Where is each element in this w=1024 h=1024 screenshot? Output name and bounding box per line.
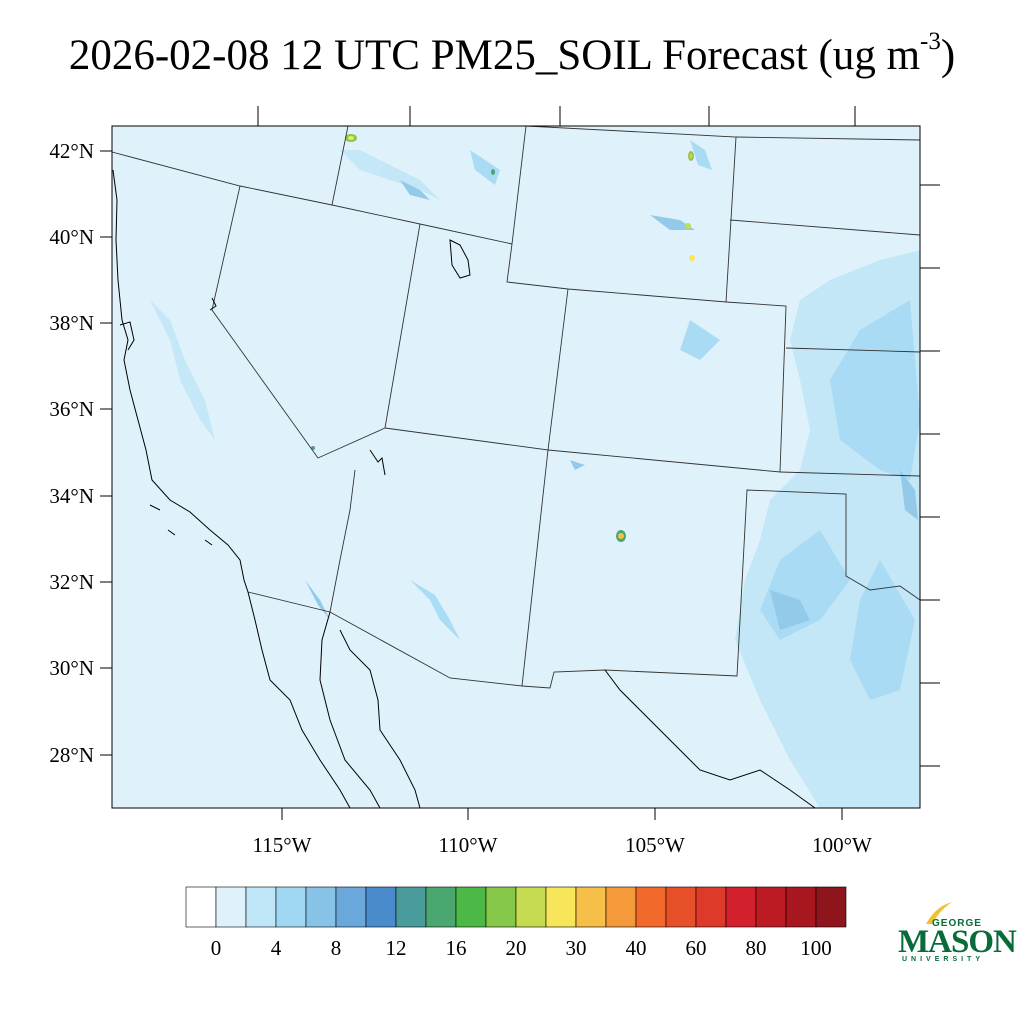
logo-line2: MASON — [898, 924, 1017, 960]
colorbar-tick-label: 12 — [386, 936, 407, 960]
colorbar-swatch — [425, 886, 457, 928]
colorbar-swatch — [275, 886, 307, 928]
colorbar-swatch — [545, 886, 577, 928]
lon-label: 110°W — [439, 833, 498, 857]
colorbar-swatch — [755, 886, 787, 928]
map-frame — [111, 125, 921, 809]
colorbar-swatch — [215, 886, 247, 928]
colorbar-swatch — [635, 886, 667, 928]
colorbar-swatch — [245, 886, 277, 928]
lon-label: 115°W — [253, 833, 312, 857]
logo-swoosh-icon — [926, 902, 952, 924]
colorbar-swatch — [575, 886, 607, 928]
colorbar-swatch — [725, 886, 757, 928]
colorbar-swatch — [185, 886, 217, 928]
colorbar-swatch — [455, 886, 487, 928]
colorbar-tick-label: 80 — [746, 936, 767, 960]
colorbar-labels: 0 4 8 12 16 20 30 40 60 80 100 — [211, 936, 832, 960]
logo-line1: GEORGE — [932, 918, 982, 929]
colorbar-swatch — [395, 886, 427, 928]
colorbar-swatch — [365, 886, 397, 928]
colorbar-tick-label: 60 — [686, 936, 707, 960]
map-title: 2026-02-08 12 UTC PM25_SOIL Forecast (ug… — [0, 28, 1024, 80]
colorbar-swatch — [665, 886, 697, 928]
state-boundaries — [111, 125, 921, 689]
colorbar-swatch — [305, 886, 337, 928]
lat-label: 38°N — [49, 311, 94, 335]
hotspot-colorado-north — [685, 223, 691, 229]
colorbar-tick-label: 20 — [506, 936, 527, 960]
colorbar-swatch — [335, 886, 367, 928]
colorbar — [185, 886, 847, 928]
hotspots — [311, 134, 695, 542]
lat-label: 42°N — [49, 139, 94, 163]
lat-label: 34°N — [49, 484, 94, 508]
logo-line3: UNIVERSITY — [902, 956, 985, 963]
lat-label: 36°N — [49, 397, 94, 421]
hotspot-colorado — [689, 255, 695, 261]
colorbar-tick-label: 30 — [566, 936, 587, 960]
colorbar-swatch — [515, 886, 547, 928]
colorbar-tick-label: 40 — [626, 936, 647, 960]
map-panel: 42°N 40°N 38°N 36°N 34°N 32°N 30°N 28°N … — [49, 106, 940, 857]
colorbar-tick-label: 16 — [446, 936, 467, 960]
colorbar-tick-label: 4 — [271, 936, 282, 960]
colorbar-swatch — [695, 886, 727, 928]
lon-label: 105°W — [625, 833, 685, 857]
colorbar-tick-label: 100 — [800, 936, 832, 960]
colorbar-swatch — [485, 886, 517, 928]
concentration-shading — [150, 140, 920, 808]
coastlines — [112, 169, 816, 809]
lat-label: 30°N — [49, 656, 94, 680]
lon-label: 100°W — [812, 833, 872, 857]
lat-label: 40°N — [49, 225, 94, 249]
title-close: ) — [940, 32, 956, 79]
colorbar-swatch — [815, 886, 847, 928]
colorbar-tick-label: 8 — [331, 936, 342, 960]
colorbar-swatch — [605, 886, 637, 928]
colorbar-swatch — [785, 886, 817, 928]
colorbar-tick-label: 0 — [211, 936, 222, 960]
longitude-labels: 115°W 110°W 105°W 100°W — [253, 833, 873, 857]
gmu-logo: GEORGE MASON UNIVERSITY — [898, 898, 1017, 970]
title-exponent: -3 — [920, 28, 941, 55]
lat-label: 28°N — [49, 743, 94, 767]
latitude-labels: 42°N 40°N 38°N 36°N 34°N 32°N 30°N 28°N — [49, 139, 94, 767]
title-main: 2026-02-08 12 UTC PM25_SOIL Forecast (ug… — [68, 32, 921, 79]
lat-label: 32°N — [49, 570, 94, 594]
axis-ticks — [100, 106, 940, 820]
